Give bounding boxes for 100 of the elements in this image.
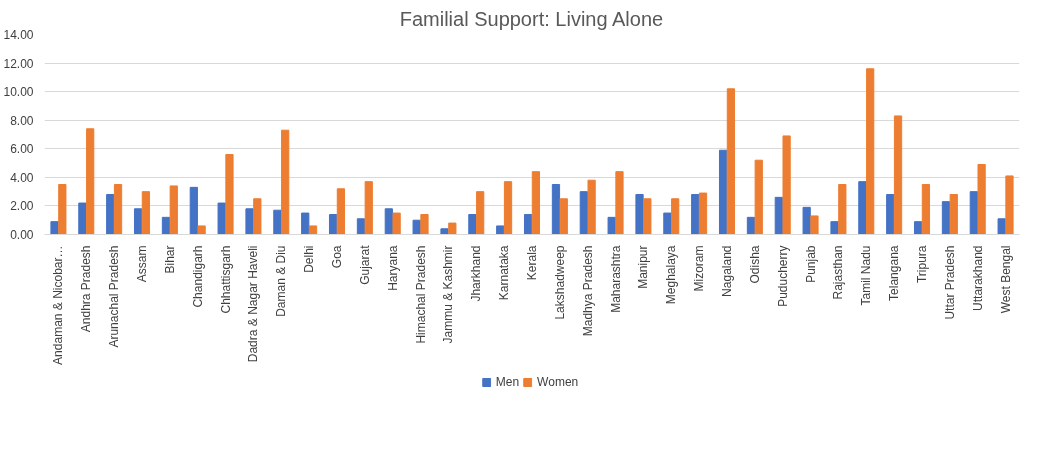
bar: [858, 181, 867, 235]
bar: [392, 212, 401, 235]
bar: [830, 221, 839, 235]
bar: [663, 212, 672, 235]
bar: [726, 88, 736, 235]
bar: [440, 228, 449, 235]
x-tick-label: Mizoram: [692, 245, 707, 292]
x-tick-label: Madhya Pradesh: [580, 245, 595, 337]
y-tick-label: 6.00: [10, 142, 34, 157]
bar: [559, 198, 568, 235]
x-tick-label: Assam: [135, 245, 149, 283]
bar: [476, 191, 485, 235]
x-tick-label: Tamil Nadu: [859, 245, 874, 306]
bar: [253, 198, 262, 235]
bar: [921, 184, 931, 235]
x-tick-label: Andhra Pradesh: [79, 245, 94, 333]
bar: [671, 198, 680, 235]
x-tick-label: Chhattisgarh: [218, 245, 233, 314]
bar: [754, 159, 763, 235]
x-tick-label: Manipur: [636, 245, 651, 289]
bar: [141, 191, 151, 235]
y-tick-label: 14.00: [3, 28, 34, 42]
bar: [78, 202, 87, 235]
x-tick-label: Meghalaya: [664, 245, 679, 305]
x-tick-label: West Bengal: [998, 245, 1013, 314]
bar: [607, 216, 616, 235]
x-tick-label: Arunachal Pradesh: [107, 245, 122, 348]
bar: [691, 194, 700, 235]
bar: [503, 181, 513, 235]
y-tick-label: 10.00: [3, 85, 34, 100]
bar: [977, 164, 986, 235]
bar: [886, 194, 895, 235]
legend-label: Men: [495, 375, 520, 389]
x-tick-label: Dadra & Nagar Haveli: [246, 245, 261, 363]
bar: [106, 194, 115, 235]
x-tick-label: Haryana: [385, 245, 400, 291]
x-tick-label: Jharkhand: [469, 245, 484, 302]
bar: [523, 214, 533, 235]
bar: [810, 215, 819, 235]
bar: [336, 188, 346, 235]
bar: [273, 209, 282, 235]
bar: [782, 135, 791, 235]
bar: [189, 186, 198, 235]
x-tick-label: Gujarat: [357, 244, 372, 285]
y-tick-label: 8.00: [10, 113, 34, 128]
legend-label: Women: [537, 375, 579, 389]
x-tick-label: Uttarakhand: [970, 245, 985, 311]
x-tick-label: Nagaland: [720, 245, 734, 297]
x-tick-label: Rajasthan: [831, 245, 846, 300]
bar: [328, 214, 338, 235]
bar: [217, 202, 226, 235]
bar: [301, 212, 310, 235]
x-tick-label: Goa: [330, 245, 344, 269]
x-tick-label: Jammu & Kashmir: [441, 245, 456, 344]
x-tick-label: Bihar: [162, 245, 177, 274]
bar: [531, 171, 541, 235]
bar: [281, 129, 290, 235]
x-tick-label: Uttar Pradesh: [942, 245, 957, 320]
bar: [587, 179, 596, 235]
x-tick-label: Kerala: [525, 245, 539, 281]
x-tick-label: Maharashtra: [608, 245, 623, 313]
bar: [448, 222, 457, 235]
x-tick-label: Lakshadweep: [552, 245, 567, 320]
x-tick-label: Tripura: [915, 245, 929, 284]
bar: [698, 192, 708, 235]
bar: [245, 208, 254, 235]
bar: [893, 115, 903, 235]
bar: [197, 225, 206, 235]
bar: [86, 128, 95, 235]
bar: [468, 214, 477, 235]
bar: [838, 184, 847, 235]
y-tick-label: 12.00: [3, 56, 34, 71]
x-tick-label: Delhi: [302, 245, 317, 273]
bar: [133, 208, 143, 235]
x-tick-label: Andaman & Nicobar…: [51, 245, 66, 365]
bar: [420, 214, 429, 235]
x-tick-label: Punjab: [803, 245, 818, 283]
bar: [802, 206, 811, 235]
bar: [635, 194, 644, 235]
x-tick-label: Odisha: [747, 245, 762, 284]
bar: [718, 149, 728, 235]
x-tick-label: Telangana: [887, 245, 902, 301]
bar: [1005, 175, 1014, 235]
x-tick-label: Himachal Pradesh: [413, 245, 428, 344]
bar: [412, 219, 421, 235]
y-tick-label: 2.00: [10, 199, 34, 214]
bar: [496, 225, 505, 235]
x-tick-label: Karnataka: [497, 245, 512, 301]
y-tick-label: 0.00: [10, 228, 34, 242]
x-tick-label: Puducherry: [775, 245, 790, 307]
bar: [58, 184, 67, 235]
bar: [308, 225, 318, 235]
y-tick-label: 4.00: [10, 170, 34, 185]
bar: [913, 221, 923, 235]
bar: [866, 68, 875, 235]
x-tick-label: Daman & Diu: [274, 245, 289, 317]
bar: [225, 154, 234, 235]
bar: [643, 198, 652, 235]
bar: [364, 181, 373, 235]
bar: [949, 194, 958, 235]
